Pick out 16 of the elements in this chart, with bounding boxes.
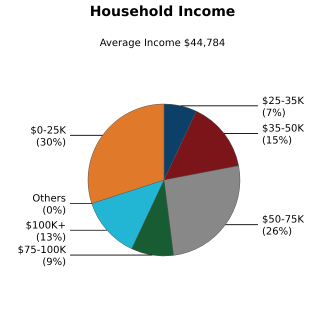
slice-label: $0-25K <box>30 125 66 136</box>
legend-label: Others <box>32 193 66 204</box>
data-label: (7%) <box>262 108 286 119</box>
data-label: (30%) <box>36 137 66 148</box>
slice-label: $75-100K <box>18 245 66 256</box>
chart-title: Household Income <box>90 4 236 20</box>
slice-label: $25-35K <box>262 96 304 107</box>
data-label: (13%) <box>36 232 66 244</box>
slice-label: $100K+ <box>26 220 66 232</box>
slice-label: $50-75K <box>262 214 304 226</box>
data-label: (9%) <box>42 257 66 268</box>
data-label: (15%) <box>262 135 292 146</box>
slice-label: $35-50K <box>262 123 304 134</box>
text: (0%) <box>42 205 66 216</box>
data-label: (26%) <box>262 226 292 238</box>
chart-subtitle: Average Income $44,784 <box>100 38 226 49</box>
